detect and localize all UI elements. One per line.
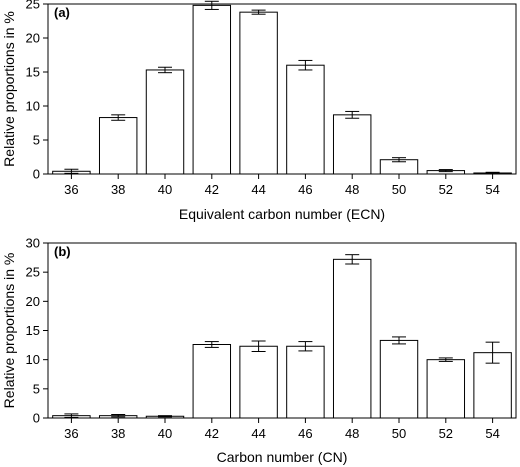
panel-a-bar — [239, 11, 278, 175]
panel-a-y-tick-label: 10 — [26, 99, 40, 114]
panel-b-x-tick-label: 52 — [439, 426, 453, 441]
panel-a-x-axis-title: Equivalent carbon number (ECN) — [179, 206, 385, 222]
panel-a-y-tick-label: 5 — [33, 133, 40, 148]
panel-b-bar — [426, 359, 466, 419]
panel-b-y-tick-label: 15 — [26, 323, 40, 338]
panel-a-y-tick-label: 15 — [26, 65, 40, 80]
panel-b-panel-label: (b) — [54, 244, 71, 259]
panel-b-y-axis-title: Relative proportions in % — [1, 253, 17, 409]
panel-b-y-tick-label: 25 — [26, 265, 40, 280]
panel-b-y-tick-label: 5 — [33, 381, 40, 396]
panel-b-chart: 0 5 10 15 20 25 30 36 38 40 42 44 46 48 50 52 54 (b) Carbo… — [1, 236, 517, 465]
panel-b-x-tick-label: 40 — [158, 426, 172, 441]
panel-a-x-tick-label: 46 — [298, 182, 312, 197]
panel-a-x-tick-label: 48 — [345, 182, 359, 197]
panel-a-y-axis-title: Relative proportions in % — [1, 11, 17, 167]
panel-a-x-tick-label: 54 — [485, 182, 499, 197]
panel-a-y-tick-label: 25 — [26, 0, 40, 12]
panel-a-chart: 0 5 10 15 20 25 36 38 40 42 44 46 48 50 52 54 (a) Equival… — [1, 0, 517, 222]
panel-b-y-tick-label: 0 — [33, 411, 40, 426]
panel-b-y-tick-label: 30 — [26, 236, 40, 251]
panel-a-y-tick-label: 0 — [33, 167, 40, 182]
panel-a-panel-label: (a) — [54, 5, 70, 20]
panel-a-x-tick-label: 42 — [205, 182, 219, 197]
panel-b-bar — [192, 344, 232, 419]
panel-b-x-axis-title: Carbon number (CN) — [217, 449, 348, 465]
panel-b-x-tick-label: 38 — [111, 426, 125, 441]
panel-b-x-tick-label: 46 — [298, 426, 312, 441]
panel-b-x-tick-label: 44 — [251, 426, 265, 441]
panel-a-x-tick-label: 44 — [251, 182, 265, 197]
panel-a-y-tick-label: 20 — [26, 31, 40, 46]
panel-a-x-tick-label: 40 — [158, 182, 172, 197]
panel-a-x-tick-label: 52 — [439, 182, 453, 197]
panel-b-x-tick-label: 54 — [485, 426, 499, 441]
panel-a-bar — [192, 4, 232, 175]
panel-a-x-tick-label: 50 — [392, 182, 406, 197]
panel-a-plot-frame — [47, 3, 517, 175]
panel-b-bar — [239, 345, 278, 419]
panel-a-x-tick-label: 38 — [111, 182, 125, 197]
panel-b-x-tick-label: 42 — [205, 426, 219, 441]
panel-a-x-tick-label: 36 — [64, 182, 78, 197]
panel-b-bar — [286, 345, 325, 419]
panel-b-x-tick-label: 36 — [64, 426, 78, 441]
panel-a-bar — [145, 69, 185, 175]
panel-b-y-tick-label: 10 — [26, 352, 40, 367]
panel-a-bar — [286, 64, 325, 175]
panel-b-bar — [379, 339, 419, 419]
panel-a-bar — [332, 114, 372, 175]
panel-b-x-tick-label: 48 — [345, 426, 359, 441]
panel-b-x-tick-label: 50 — [392, 426, 406, 441]
panel-b-y-tick-label: 20 — [26, 294, 40, 309]
panel-b-bar — [332, 258, 372, 419]
panel-a-bar — [98, 117, 138, 175]
